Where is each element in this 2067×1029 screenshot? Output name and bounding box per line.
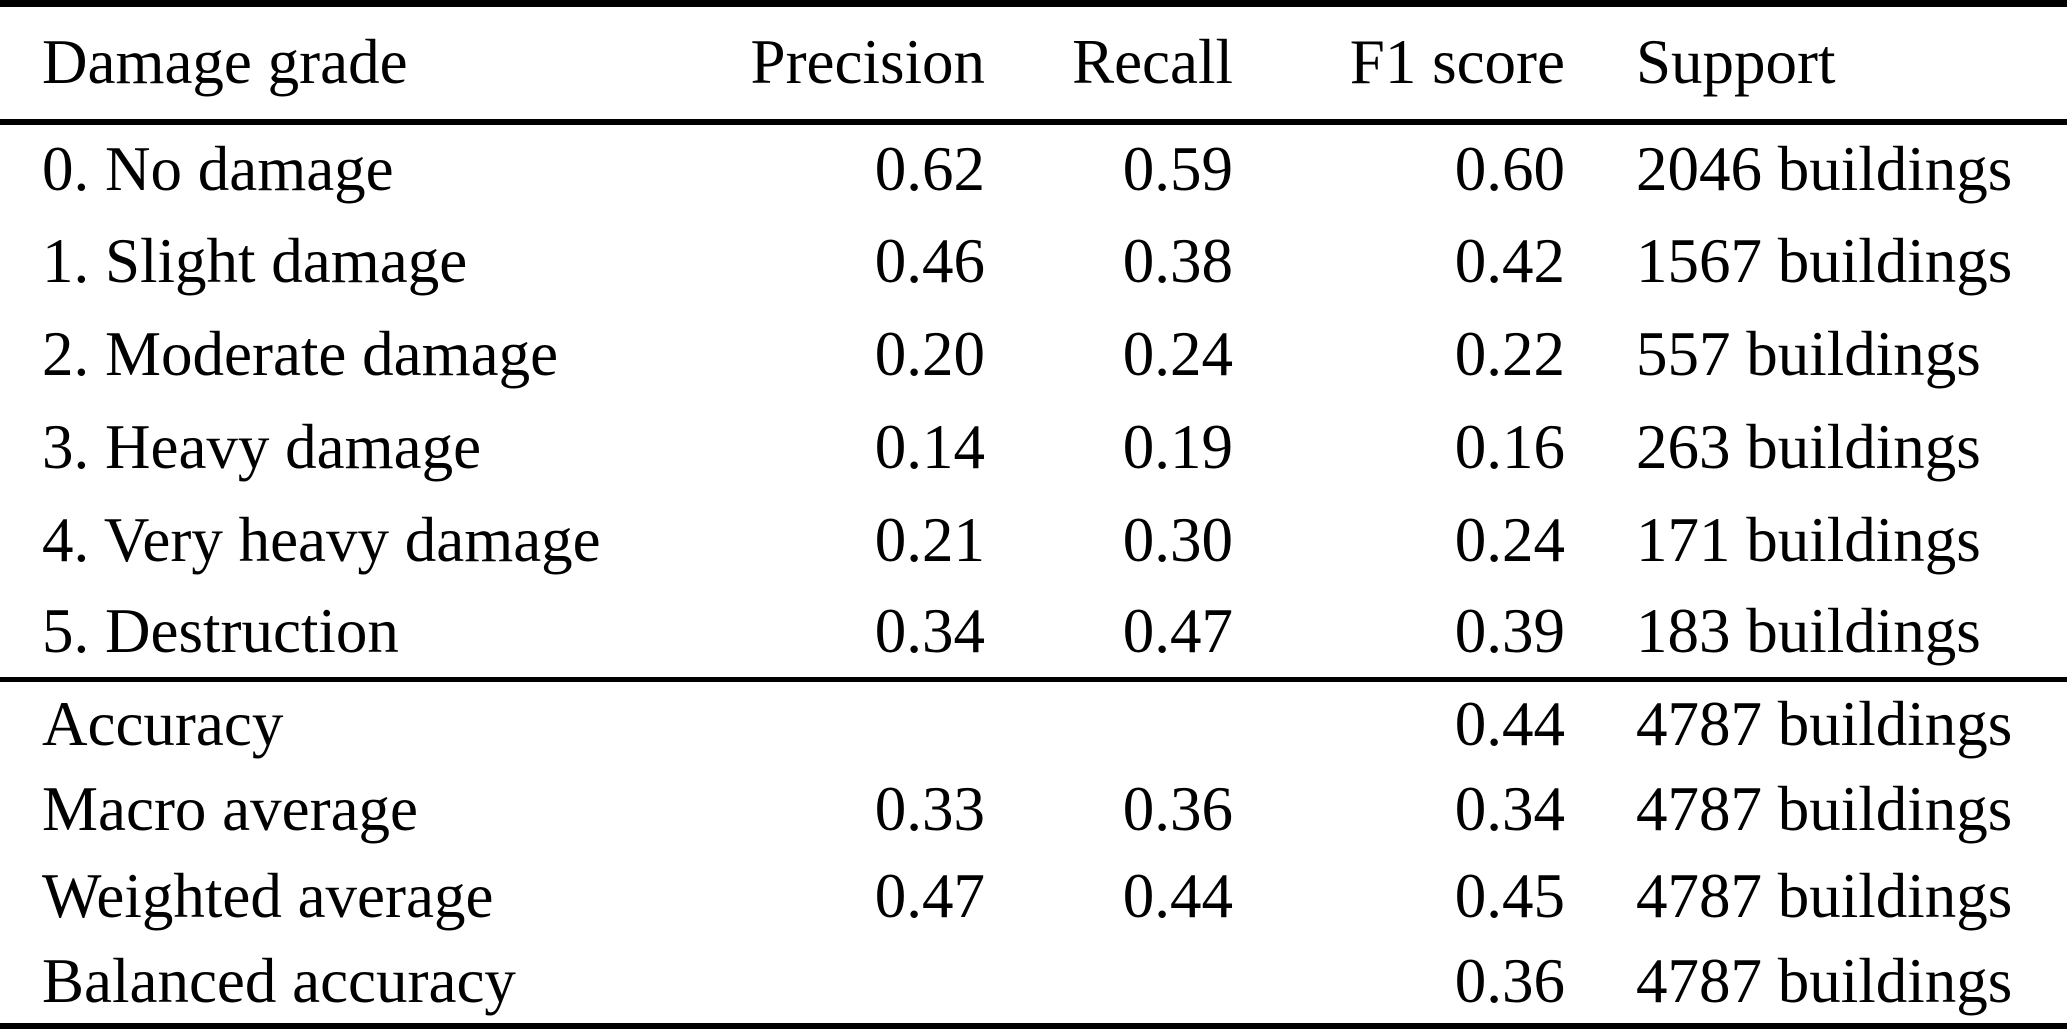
cell-f1: 0.36 [1454,945,1565,1016]
table-header: Damage grade Precision Recall F1 score S… [0,4,2067,122]
cell-support: 4787 buildings [1636,860,2013,931]
cell-recall: 0.47 [1122,596,1233,667]
cell-precision [680,680,985,767]
cell-f1: 0.44 [1454,688,1565,759]
cell-precision: 0.20 [874,318,985,389]
cell-support: 557 buildings [1636,318,1981,389]
table-row: 1. Slight damage 0.46 0.38 0.42 1567 buildin… [0,215,2067,308]
cell-precision: 0.14 [874,411,985,482]
table-row: 3. Heavy damage 0.14 0.19 0.16 263 buildings [0,401,2067,494]
cell-label: Weighted average [42,860,494,931]
cell-recall: 0.19 [1122,411,1233,482]
table-row: 4. Very heavy damage 0.21 0.30 0.24 171 buil… [0,494,2067,587]
cell-label: Accuracy [42,688,284,759]
cell-support: 4787 buildings [1636,773,2013,844]
cell-precision: 0.33 [874,773,985,844]
cell-f1: 0.39 [1454,596,1565,667]
cell-precision: 0.46 [874,225,985,296]
cell-support: 1567 buildings [1636,225,2013,296]
cell-recall: 0.36 [1122,773,1233,844]
cell-support: 183 buildings [1636,596,1981,667]
cell-support: 263 buildings [1636,411,1981,482]
cell-f1: 0.34 [1454,773,1565,844]
cell-label: 3. Heavy damage [42,411,482,482]
header-row: Damage grade Precision Recall F1 score S… [0,4,2067,122]
cell-f1: 0.16 [1454,411,1565,482]
cell-f1: 0.24 [1454,504,1565,575]
table-row: Weighted average 0.47 0.44 0.45 4787 buildin… [0,853,2067,940]
cell-support: 2046 buildings [1636,134,2013,204]
cell-precision: 0.62 [874,134,985,204]
cell-support: 4787 buildings [1636,688,2013,759]
cell-support: 171 buildings [1636,504,1981,575]
summary-rows: Accuracy 0.44 4787 buildings Macro average 0… [0,680,2067,1026]
header-support: Support [1636,27,1836,98]
cell-label: Balanced accuracy [42,945,516,1016]
cell-support: 4787 buildings [1636,945,2013,1016]
cell-recall: 0.44 [1122,860,1233,931]
cell-precision [680,939,985,1026]
cell-label: 4. Very heavy damage [42,504,601,575]
cell-f1: 0.22 [1454,318,1565,389]
cell-recall [985,939,1233,1026]
cell-f1: 0.45 [1454,860,1565,931]
cell-recall: 0.59 [1122,134,1233,204]
cell-label: 2. Moderate damage [42,318,559,389]
table-row: Accuracy 0.44 4787 buildings [0,680,2067,767]
cell-f1: 0.42 [1454,225,1565,296]
table-row: 5. Destruction 0.34 0.47 0.39 183 buildings [0,587,2067,680]
table-row: 2. Moderate damage 0.20 0.24 0.22 557 buildi… [0,308,2067,401]
cell-precision: 0.21 [874,504,985,575]
header-damage-grade: Damage grade [42,27,408,98]
table-row: Macro average 0.33 0.36 0.34 4787 buildings [0,766,2067,853]
cell-f1: 0.60 [1454,134,1565,204]
table-row: Balanced accuracy 0.36 4787 buildings [0,939,2067,1026]
cell-recall: 0.24 [1122,318,1233,389]
cell-label: 1. Slight damage [42,225,468,296]
cell-label: 0. No damage [42,134,394,204]
header-precision: Precision [750,27,985,98]
header-f1-score: F1 score [1349,27,1565,98]
cell-recall: 0.38 [1122,225,1233,296]
cell-label: Macro average [42,773,419,844]
table-row: 0. No damage 0.62 0.59 0.60 2046 buildings [0,122,2067,215]
cell-recall [985,680,1233,767]
header-recall: Recall [1072,27,1233,98]
cell-precision: 0.34 [874,596,985,667]
cell-recall: 0.30 [1122,504,1233,575]
class-rows: 0. No damage 0.62 0.59 0.60 2046 buildings 1.… [0,122,2067,680]
cell-label: 5. Destruction [42,596,399,667]
cell-precision: 0.47 [874,860,985,931]
